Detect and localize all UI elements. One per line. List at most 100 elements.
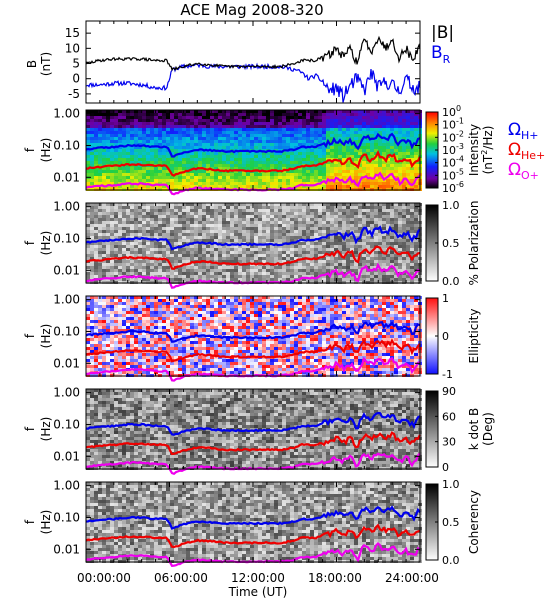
spectrogram-cell: [334, 179, 338, 182]
spectrogram-cell: [390, 239, 394, 242]
spectrogram-cell: [130, 110, 134, 113]
spectrogram-cell: [118, 143, 122, 146]
spectrogram-cell: [94, 182, 98, 185]
spectrogram-cell: [406, 143, 410, 146]
spectrogram-cell: [90, 113, 94, 116]
spectrogram-cell: [146, 155, 150, 158]
spectrogram-cell: [202, 245, 206, 248]
spectrogram-cell: [126, 170, 130, 173]
spectrogram-cell: [222, 134, 226, 137]
spectrogram-cell: [310, 110, 314, 113]
spectrogram-cell: [170, 260, 174, 263]
spectrogram-cell: [258, 122, 262, 125]
spectrogram-cell: [214, 152, 218, 155]
spectrogram-cell: [402, 170, 406, 173]
spectrogram-cell: [98, 158, 102, 161]
spectrogram-cell: [302, 209, 306, 212]
spectrogram-cell: [198, 110, 202, 113]
spectrogram-cell: [106, 143, 110, 146]
spectrogram-cell: [246, 110, 250, 113]
spectrogram-cell: [306, 137, 310, 140]
spectrogram-cell: [202, 143, 206, 146]
spectrogram-cell: [118, 179, 122, 182]
spectrogram-cell: [258, 185, 262, 188]
spectrogram-cell: [266, 260, 270, 263]
spectrogram-cell: [314, 212, 318, 215]
spectrogram-cell: [86, 299, 90, 302]
spectrogram-cell: [254, 218, 258, 221]
spectrogram-cell: [274, 245, 278, 248]
spectrogram-cell: [190, 161, 194, 164]
spectrogram-cell: [234, 158, 238, 161]
spectrogram-cell: [402, 218, 406, 221]
spectrogram-cell: [110, 233, 114, 236]
spectrogram-cell: [122, 116, 126, 119]
spectrogram-cell: [118, 260, 122, 263]
spectrogram-cell: [414, 164, 418, 167]
spectrogram-cell: [294, 122, 298, 125]
spectrogram-cell: [286, 176, 290, 179]
spectrogram-cell: [370, 167, 374, 170]
spectrogram-cell: [290, 233, 294, 236]
spectrogram-cell: [166, 125, 170, 128]
spectrogram-cell: [98, 302, 102, 305]
spectrogram-cell: [334, 245, 338, 248]
colorbar-tick-exponent: -3: [456, 142, 464, 151]
spectrogram-cell: [90, 161, 94, 164]
spectrogram-cell: [382, 173, 386, 176]
spectrogram-cell: [334, 260, 338, 263]
spectrogram-cell: [134, 239, 138, 242]
spectrogram-cell: [166, 179, 170, 182]
spectrogram-cell: [358, 260, 362, 263]
spectrogram-cell: [182, 239, 186, 242]
spectrogram-cell: [170, 218, 174, 221]
spectrogram-cell: [198, 257, 202, 260]
spectrogram-cell: [394, 152, 398, 155]
spectrogram-cell: [130, 212, 134, 215]
spectrogram-cell: [102, 329, 106, 332]
spectrogram-cell: [138, 263, 142, 266]
spectrogram-cell: [270, 113, 274, 116]
spectrogram-cell: [114, 122, 118, 125]
spectrogram-cell: [138, 242, 142, 245]
spectrogram-cell: [262, 221, 266, 224]
spectrogram-cell: [218, 116, 222, 119]
spectrogram-cell: [218, 257, 222, 260]
spectrogram-cell: [266, 230, 270, 233]
spectrogram-cell: [106, 329, 110, 332]
spectrogram-cell: [302, 251, 306, 254]
spectrogram-cell: [322, 224, 326, 227]
spectrogram-cell: [174, 119, 178, 122]
spectrogram-cell: [322, 185, 326, 188]
spectrogram-cell: [410, 116, 414, 119]
spectrogram-cell: [86, 266, 90, 269]
spectrogram-cell: [86, 218, 90, 221]
spectrogram-cell: [298, 131, 302, 134]
spectrogram-cell: [162, 224, 166, 227]
spectrogram-cell: [414, 251, 418, 254]
spectrogram-cell: [198, 179, 202, 182]
spectrogram-cell: [294, 203, 298, 206]
spectrogram-cell: [398, 122, 402, 125]
spectrogram-cell: [334, 116, 338, 119]
spectrogram-cell: [318, 215, 322, 218]
spectrogram-cell: [258, 143, 262, 146]
spectrogram-cell: [286, 275, 290, 278]
spectrogram-cell: [142, 278, 146, 281]
spectrogram-cell: [226, 248, 230, 251]
spectrogram-cell: [254, 248, 258, 251]
spectrogram-cell: [270, 146, 274, 149]
spectrogram-cell: [218, 275, 222, 278]
spectrogram-cell: [390, 143, 394, 146]
spectrogram-cell: [378, 158, 382, 161]
spectrogram-cell: [238, 116, 242, 119]
spectrogram-cell: [314, 155, 318, 158]
spectrogram-cell: [226, 116, 230, 119]
spectrogram-cell: [394, 146, 398, 149]
spectrogram-cell: [394, 236, 398, 239]
spectrogram-cell: [358, 239, 362, 242]
spectrogram-cell: [174, 239, 178, 242]
spectrogram-cell: [114, 203, 118, 206]
spectrogram-cell: [266, 146, 270, 149]
spectrogram-cell: [106, 215, 110, 218]
